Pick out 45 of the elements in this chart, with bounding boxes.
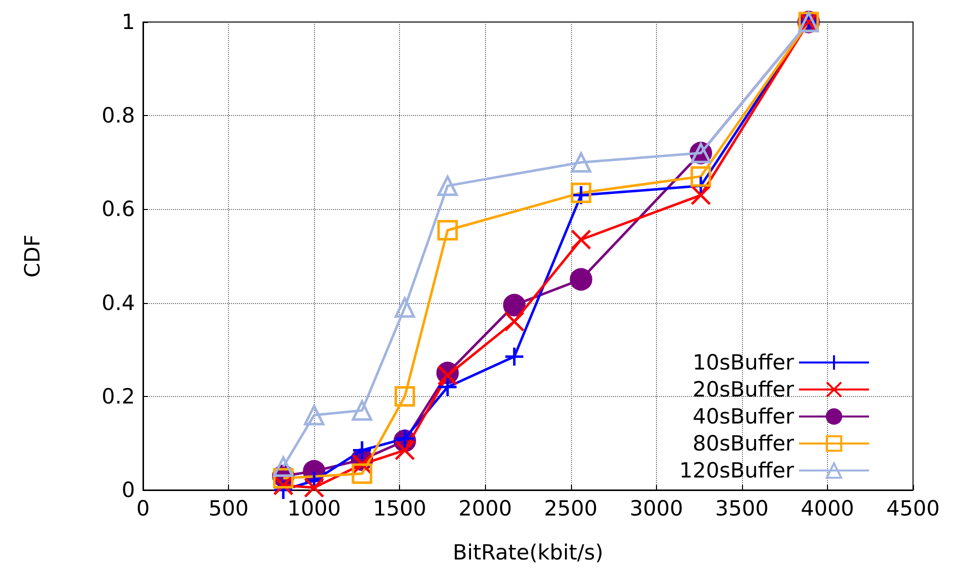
point (394, 428, 416, 449)
point (437, 376, 458, 398)
x-tick-label: 1000 (287, 496, 341, 520)
y-axis-title: CDF (20, 234, 44, 278)
x-tick-label: 500 (208, 496, 249, 520)
point (690, 166, 712, 187)
point (504, 346, 525, 367)
y-tick-label: 0.2 (102, 384, 135, 408)
point (570, 229, 592, 250)
legend-label: 40sBuffer (692, 404, 794, 428)
x-tick-label: 3500 (715, 496, 769, 520)
point (437, 176, 458, 196)
point (352, 400, 372, 421)
x-axis-title: BitRate(kbit/s) (452, 540, 604, 564)
point (273, 456, 294, 477)
x-tick-label: 0 (136, 496, 150, 520)
x-tick-label: 4500 (886, 496, 940, 520)
point (352, 440, 372, 460)
y-tick-label: 0.4 (102, 290, 135, 315)
x-tick-label: 2000 (458, 496, 512, 520)
y-tick-label: 0 (122, 478, 135, 502)
legend-label: 20sBuffer (692, 378, 794, 402)
point (437, 220, 458, 241)
x-tick-label: 2500 (544, 496, 598, 520)
point (437, 365, 458, 386)
point (352, 463, 372, 484)
point (394, 297, 416, 318)
x-tick-label: 3000 (630, 496, 684, 520)
x-tick-label: 1500 (372, 496, 426, 520)
point (570, 152, 592, 173)
x-tick-label: 4000 (800, 496, 854, 520)
point (394, 386, 416, 407)
point (690, 184, 712, 206)
y-tick-label: 1 (122, 10, 135, 34)
point (570, 268, 592, 291)
point (304, 477, 324, 498)
point (504, 311, 525, 332)
y-tick-label: 0.8 (102, 104, 135, 128)
point (394, 440, 416, 460)
legend-label: 10sBuffer (692, 350, 794, 374)
point (503, 294, 526, 316)
point (304, 404, 324, 426)
y-tick-label: 0.6 (102, 197, 135, 222)
legend-label: 120sBuffer (679, 458, 794, 482)
legend-label: 80sBuffer (692, 432, 794, 456)
